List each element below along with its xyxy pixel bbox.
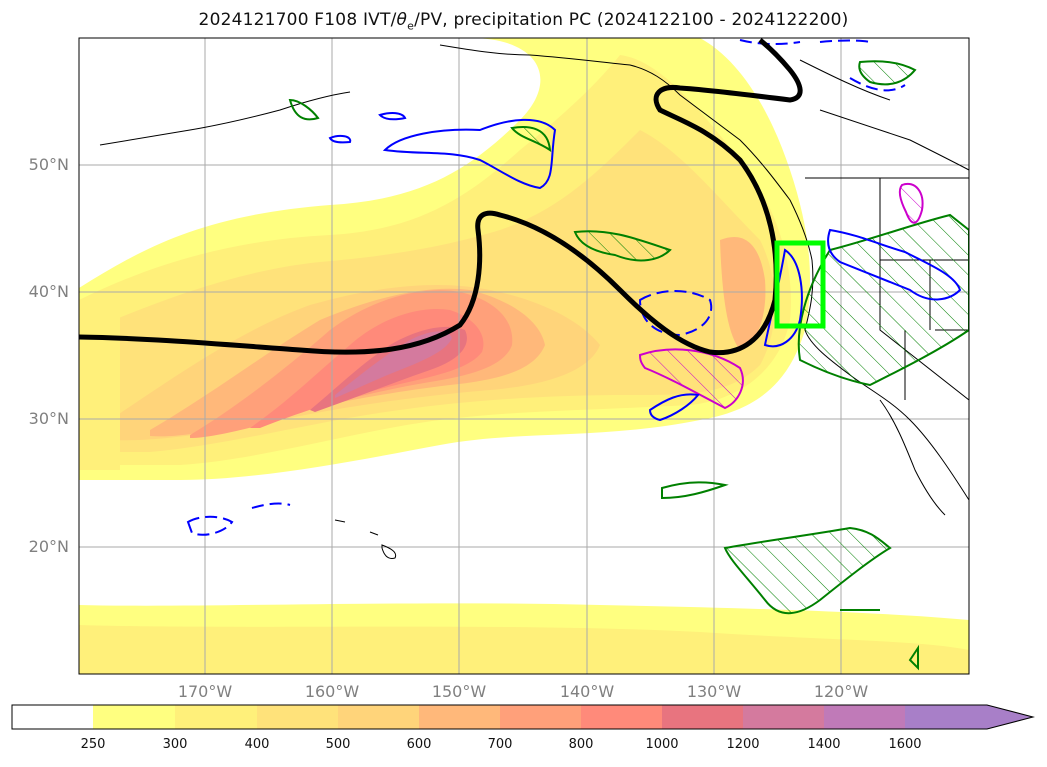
colorbar-tick-800: 800 xyxy=(568,737,594,752)
colorbar-tick-600: 600 xyxy=(406,737,432,752)
precip-region-small-3 xyxy=(288,98,320,121)
lat-label-30n: 30°N xyxy=(28,409,69,428)
precip-region-small-2 xyxy=(510,126,552,152)
pv-contour xyxy=(79,38,803,356)
lon-label-150w: 150°W xyxy=(431,682,487,701)
blue-dashed-contour-sw-1 xyxy=(186,515,234,536)
baja-coast xyxy=(879,399,946,516)
magenta-region-ocean xyxy=(638,348,744,410)
blue-contour-interior xyxy=(827,228,962,301)
colorbar-tick-250: 250 xyxy=(80,737,106,752)
lon-label-140w: 140°W xyxy=(559,682,615,701)
blue-contour-north-pacific xyxy=(382,118,557,190)
colorbar-tick-1600: 1600 xyxy=(888,737,922,752)
lat-label-40n: 40°N xyxy=(28,282,69,301)
lon-label-170w: 170°W xyxy=(177,682,233,701)
precip-region-small-1 xyxy=(661,481,729,500)
lon-label-160w: 160°W xyxy=(304,682,360,701)
colorbar-tick-700: 700 xyxy=(487,737,513,752)
ivt-filled-contours xyxy=(79,38,969,674)
colorbar-tick-300: 300 xyxy=(162,737,188,752)
colorbar-outline xyxy=(11,704,1035,730)
precip-region-small-5 xyxy=(908,644,919,671)
ivt-coast-band xyxy=(720,236,766,350)
colorbar-tick-1400: 1400 xyxy=(807,737,841,752)
colorbar-tick-1000: 1000 xyxy=(645,737,679,752)
ivt-300-tail xyxy=(79,290,120,470)
lon-label-130w: 130°W xyxy=(686,682,742,701)
map-frame xyxy=(78,37,970,675)
precip-region-mid xyxy=(573,230,672,262)
precip-region-north xyxy=(858,60,917,86)
lat-label-50n: 50°N xyxy=(28,155,69,174)
alaska-coast xyxy=(99,44,813,261)
region-box xyxy=(774,240,826,329)
precip-region-south xyxy=(723,526,892,615)
blue-dashed-contour-north xyxy=(739,39,906,92)
blue-contour-ocean xyxy=(648,393,700,422)
blue-dashed-contours xyxy=(186,39,906,536)
colorbar-tick-400: 400 xyxy=(244,737,270,752)
figure-title: 2024121700 F108 IVT/θe/PV, precipitation… xyxy=(198,10,849,33)
canada-interior xyxy=(799,59,969,171)
blue-contour-small-1 xyxy=(328,134,352,144)
ivt-south-inner xyxy=(79,625,969,674)
colorbar xyxy=(11,704,1035,730)
colorbar-tick-1200: 1200 xyxy=(726,737,760,752)
lat-label-20n: 20°N xyxy=(28,537,69,556)
magenta-region-land xyxy=(898,182,924,224)
lon-label-120w: 120°W xyxy=(813,682,869,701)
map-plot-area xyxy=(79,38,969,674)
blue-dashed-contour-sw-2 xyxy=(251,502,291,509)
precip-region-west-coast xyxy=(797,213,969,387)
hawaii-islands xyxy=(334,519,397,559)
colorbar-tick-500: 500 xyxy=(325,737,351,752)
magenta-regions xyxy=(638,182,924,410)
blue-contour-small-2 xyxy=(378,112,407,121)
ivt-1400-band xyxy=(335,331,452,398)
blue-dashed-contour-ocean xyxy=(638,290,713,337)
precip-regions xyxy=(288,60,969,671)
